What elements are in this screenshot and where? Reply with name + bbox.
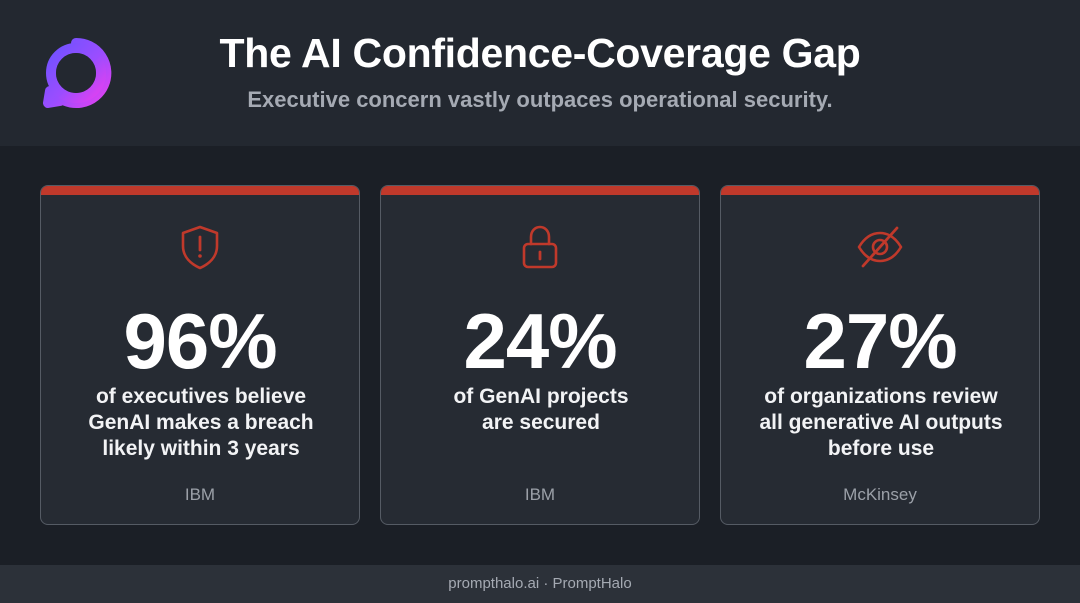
stat-description-line: of GenAI projects <box>453 385 629 408</box>
stat-value: 27% <box>803 297 957 385</box>
stat-card-genai-secured: 24% of GenAI projects are secured IBM <box>380 185 700 525</box>
page-title: The AI Confidence-Coverage Gap <box>219 30 861 76</box>
stat-value: 24% <box>463 297 617 385</box>
stat-value: 96% <box>123 297 277 385</box>
stat-description: of organizations review all generative A… <box>737 384 1025 462</box>
stat-card-output-review: 27% of organizations review all generati… <box>720 185 1040 525</box>
stat-description-line: before use <box>827 437 935 460</box>
stat-description: of executives believe GenAI makes a brea… <box>57 384 345 462</box>
stat-cards: 96% of executives believe GenAI makes a … <box>40 185 1040 525</box>
header: The AI Confidence-Coverage Gap Executive… <box>0 0 1080 146</box>
stat-description: of GenAI projects are secured <box>397 384 685 436</box>
stat-source: IBM <box>184 485 216 504</box>
stat-description-line: all generative AI outputs <box>759 411 1003 434</box>
prompthalo-logo-icon <box>43 37 112 108</box>
shield-alert-icon <box>181 225 219 270</box>
stat-description-line: GenAI makes a breach <box>88 411 314 434</box>
stat-description-line: of executives believe <box>95 385 307 408</box>
card-accent-bar <box>721 186 1039 195</box>
stat-source: IBM <box>524 485 556 504</box>
page-subtitle: Executive concern vastly outpaces operat… <box>247 87 833 112</box>
stat-card-breach-belief: 96% of executives believe GenAI makes a … <box>40 185 360 525</box>
stat-description-line: likely within 3 years <box>102 437 300 460</box>
card-accent-bar <box>41 186 359 195</box>
stat-source: McKinsey <box>843 485 917 504</box>
stat-description-line: are secured <box>482 411 600 434</box>
eye-off-icon <box>857 226 903 268</box>
stat-description-line: of organizations review <box>764 385 998 408</box>
footer-text: prompthalo.ai · PromptHalo <box>448 575 632 592</box>
card-accent-bar <box>381 186 699 195</box>
footer: prompthalo.ai · PromptHalo <box>0 565 1080 603</box>
lock-icon <box>522 225 558 269</box>
